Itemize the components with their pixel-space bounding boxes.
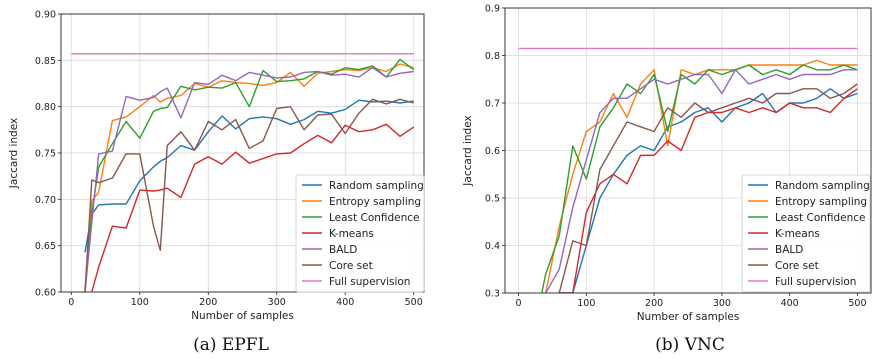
plot-frame (60, 13, 425, 293)
legend-label: Entropy sampling (329, 196, 421, 208)
x-tick-label: 400 (336, 297, 354, 308)
y-tick-label: 0.75 (35, 149, 56, 160)
x-tick-label: 400 (781, 298, 799, 309)
y-tick-label: 0.85 (35, 56, 56, 67)
y-tick-label: 0.70 (35, 195, 56, 206)
panel-epfl: 0.60 0.65 0.70 0.75 0.80 0.85 0.90 0 100 200 300 40… (8, 10, 425, 355)
legend-label: K-means (329, 228, 374, 240)
x-tick-label: 300 (713, 298, 731, 309)
legend-label: Random sampling (329, 180, 424, 192)
legend-label: Core set (329, 260, 373, 272)
plot-frame (504, 7, 872, 294)
x-axis-label: Number of samples (637, 311, 740, 323)
y-tick-label: 0.8 (485, 51, 500, 62)
legend-box (741, 174, 871, 293)
series-line-core-set (558, 83, 858, 293)
legend-label: Entropy sampling (775, 196, 867, 208)
y-tick-label: 0.5 (485, 194, 500, 205)
legend-label: K-means (775, 228, 820, 240)
x-tick-label: 200 (199, 297, 217, 308)
legend-label: Least Confidence (775, 212, 866, 224)
y-tick-label: 0.7 (485, 99, 500, 110)
series-line-least-confidence (541, 64, 858, 293)
x-tick-label: 100 (577, 298, 595, 309)
subfigure-caption: (a) EPFL (193, 335, 269, 355)
series-line-least-confidence (84, 58, 415, 292)
legend-label: Core set (775, 260, 819, 272)
series-line-bald (84, 67, 414, 292)
y-tick-label: 0.9 (485, 4, 500, 15)
legend-label: BALD (329, 244, 357, 256)
x-axis-label: Number of samples (191, 310, 294, 322)
y-tick-label: 0.6 (485, 146, 500, 157)
legend-label: BALD (775, 244, 803, 256)
legend-label: Least Confidence (329, 212, 420, 224)
legend-box (295, 174, 425, 293)
legend-label: Full supervision (329, 276, 410, 288)
series-line-core-set (84, 98, 414, 292)
x-tick-label: 300 (268, 297, 286, 308)
series-line-k-means (558, 88, 858, 293)
series-line-random-sampling (84, 99, 414, 253)
legend-label: Random sampling (775, 180, 870, 192)
y-axis-label: Jaccard index (462, 115, 474, 186)
y-tick-label: 0.60 (35, 288, 56, 299)
legend: Random sampling Entropy sampling Least Con… (741, 174, 871, 293)
y-tick-label: 0.3 (485, 289, 500, 300)
series-lines (71, 53, 415, 292)
series-line-k-means (91, 123, 415, 292)
series-line-bald (544, 69, 858, 293)
x-tick-label: 100 (131, 297, 149, 308)
x-tick-label: 0 (516, 298, 522, 309)
x-tick-label: 500 (405, 297, 423, 308)
x-tick-label: 500 (848, 298, 866, 309)
series-lines (518, 47, 858, 293)
y-axis-label: Jaccard index (8, 118, 20, 189)
subfigure-caption: (b) VNC (655, 335, 725, 355)
y-tick-label: 0.90 (35, 10, 56, 21)
x-tick-label: 0 (68, 297, 74, 308)
legend: Random sampling Entropy sampling Least Con… (295, 174, 425, 293)
y-tick-label: 0.4 (485, 241, 500, 252)
y-tick-label: 0.65 (35, 241, 56, 252)
y-tick-label: 0.80 (35, 102, 56, 113)
legend-label: Full supervision (775, 276, 856, 288)
x-tick-label: 200 (645, 298, 663, 309)
panel-vnc: 0.3 0.4 0.5 0.6 0.7 0.8 0.9 0 100 200 300 400 500 Ran… (462, 4, 872, 355)
